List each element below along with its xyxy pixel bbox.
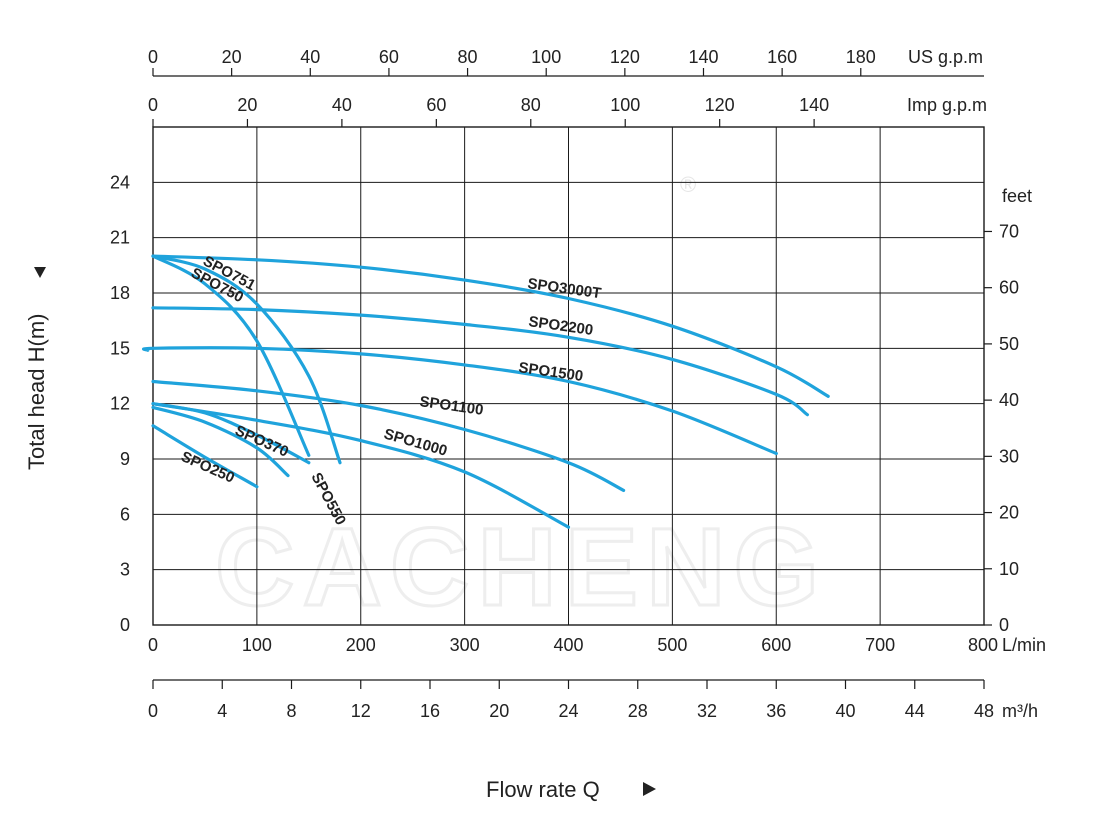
x-tick-label-m3h: 8	[286, 701, 296, 721]
curve-spo751	[151, 254, 342, 465]
x-tick-label-m3h: 12	[351, 701, 371, 721]
x-tick-label-lmin: 300	[450, 635, 480, 655]
y-tick-label-feet: 70	[999, 221, 1019, 241]
x-tick-label-us-gpm: 40	[300, 47, 320, 67]
x-tick-label-us-gpm: 20	[222, 47, 242, 67]
x-tick-label-us-gpm: 120	[610, 47, 640, 67]
x-tick-label-m3h: 20	[489, 701, 509, 721]
curve-spo550	[151, 402, 311, 465]
y-tick-label-feet: 0	[999, 615, 1009, 635]
y-tick-label-m: 3	[120, 560, 130, 580]
imp-gpm-unit-label: Imp g.p.m	[907, 95, 987, 115]
y-tick-label-m: 15	[110, 338, 130, 358]
y-tick-label-feet: 40	[999, 390, 1019, 410]
x-tick-label-m3h: 28	[628, 701, 648, 721]
x-axis-title: Flow rate Q	[486, 777, 600, 802]
lmin-unit-label: L/min	[1002, 635, 1046, 655]
x-tick-label-us-gpm: 180	[846, 47, 876, 67]
x-tick-label-us-gpm: 0	[148, 47, 158, 67]
x-tick-label-imp-gpm: 60	[426, 95, 446, 115]
curve-spo1000	[151, 402, 571, 529]
curve-spo370	[151, 405, 290, 478]
x-tick-label-lmin: 100	[242, 635, 272, 655]
watermark-registered-mark: ®	[680, 172, 696, 197]
y-tick-label-m: 0	[120, 615, 130, 635]
x-tick-label-m3h: 4	[217, 701, 227, 721]
x-tick-label-lmin: 0	[148, 635, 158, 655]
y-tick-label-m: 24	[110, 172, 130, 192]
x-tick-label-lmin: 400	[553, 635, 583, 655]
curve-spo3000t	[151, 254, 830, 398]
x-tick-label-lmin: 200	[346, 635, 376, 655]
x-tick-label-m3h: 44	[905, 701, 925, 721]
x-tick-label-m3h: 48	[974, 701, 994, 721]
x-tick-label-us-gpm: 80	[458, 47, 478, 67]
y-tick-label-m: 6	[120, 504, 130, 524]
curve-spo2200	[151, 306, 809, 417]
x-tick-label-m3h: 16	[420, 701, 440, 721]
y-tick-label-m: 9	[120, 449, 130, 469]
x-tick-label-lmin: 700	[865, 635, 895, 655]
x-tick-label-us-gpm: 140	[688, 47, 718, 67]
x-tick-label-lmin: 800	[968, 635, 998, 655]
x-tick-label-imp-gpm: 100	[610, 95, 640, 115]
curve-label-spo370: SPO370	[232, 422, 291, 461]
x-axis-arrow-icon	[643, 782, 656, 796]
x-tick-label-imp-gpm: 40	[332, 95, 352, 115]
x-tick-label-imp-gpm: 120	[705, 95, 735, 115]
y-axis-title: Total head H(m)	[24, 313, 49, 470]
curve-label-spo1100: SPO1100	[418, 393, 484, 419]
brand-watermark: CACHENG ®	[214, 172, 827, 631]
us-gpm-unit-label: US g.p.m	[908, 47, 983, 67]
y-tick-label-m: 18	[110, 283, 130, 303]
y-tick-label-feet: 20	[999, 503, 1019, 523]
x-tick-label-m3h: 32	[697, 701, 717, 721]
y-tick-label-feet: 60	[999, 278, 1019, 298]
x-tick-label-m3h: 36	[766, 701, 786, 721]
y-axis-arrow-icon	[34, 267, 46, 278]
watermark-text: CACHENG	[215, 506, 827, 629]
x-tick-label-imp-gpm: 80	[521, 95, 541, 115]
x-tick-label-m3h: 24	[558, 701, 578, 721]
y-tick-label-feet: 10	[999, 559, 1019, 579]
curve-label-spo1500: SPO1500	[517, 359, 584, 385]
y-tick-label-m: 12	[110, 394, 130, 414]
x-tick-label-imp-gpm: 140	[799, 95, 829, 115]
x-tick-label-us-gpm: 60	[379, 47, 399, 67]
x-tick-label-us-gpm: 100	[531, 47, 561, 67]
curve-label-spo250: SPO250	[178, 448, 237, 487]
x-tick-label-imp-gpm: 0	[148, 95, 158, 115]
feet-unit-label: feet	[1002, 186, 1032, 206]
x-tick-label-m3h: 0	[148, 701, 158, 721]
x-tick-label-lmin: 500	[657, 635, 687, 655]
m3h-unit-label: m³/h	[1002, 701, 1038, 721]
curve-spo1100	[151, 379, 626, 492]
curve-spo1500	[141, 346, 778, 456]
pump-curves	[141, 254, 830, 529]
y-tick-label-feet: 30	[999, 446, 1019, 466]
y-tick-label-feet: 50	[999, 334, 1019, 354]
x-tick-label-m3h: 40	[835, 701, 855, 721]
x-tick-label-imp-gpm: 20	[237, 95, 257, 115]
curve-spo750	[151, 254, 311, 457]
x-tick-label-lmin: 600	[761, 635, 791, 655]
x-tick-label-us-gpm: 160	[767, 47, 797, 67]
curve-spo250	[151, 424, 259, 489]
y-tick-label-m: 21	[110, 228, 130, 248]
